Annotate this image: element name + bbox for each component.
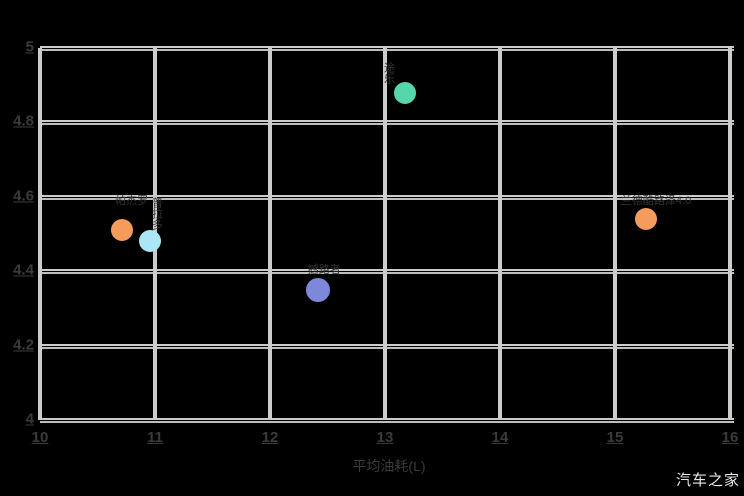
data-point-label: 途乐	[382, 61, 395, 84]
x-axis-title: 平均油耗(L)	[352, 458, 426, 474]
y-tick-label: 4.2	[13, 336, 34, 354]
horizontal-gridline	[40, 194, 734, 200]
horizontal-gridline	[40, 269, 734, 275]
data-point-label: 撼路者	[307, 263, 341, 276]
vertical-gridline	[498, 48, 502, 420]
data-point-bubble[interactable]	[393, 81, 416, 104]
data-point-label: 兰德酷路泽4.0	[620, 195, 692, 208]
x-tick-label: 14	[491, 429, 509, 446]
x-tick-label: 10	[31, 429, 49, 446]
vertical-gridline	[383, 48, 387, 420]
y-tick-label: 4.8	[13, 112, 34, 130]
vertical-gridline	[268, 48, 272, 420]
data-point-bubble[interactable]	[139, 230, 162, 253]
horizontal-gridline	[40, 46, 734, 51]
x-tick-label: 15	[606, 429, 624, 446]
data-point-label: 帕杰罗	[115, 195, 149, 208]
x-tick-label: 11	[147, 429, 163, 446]
data-point-bubble[interactable]	[110, 219, 133, 242]
horizontal-gridline	[40, 343, 734, 349]
horizontal-gridline	[40, 418, 734, 423]
y-tick-label: 4.4	[13, 261, 34, 279]
y-tick-label: 4.6	[13, 187, 34, 205]
watermark-autohome: 汽车之家	[675, 472, 740, 489]
x-tick-label: 12	[261, 429, 279, 446]
vertical-gridline	[38, 48, 42, 420]
data-point-bubble[interactable]	[635, 208, 658, 231]
horizontal-gridline	[40, 120, 734, 126]
data-point-bubble[interactable]	[306, 277, 331, 302]
y-tick-label: 4	[25, 410, 34, 428]
x-tick-label: 13	[376, 429, 394, 446]
y-tick-label: 5	[25, 38, 34, 56]
vertical-gridline	[613, 48, 617, 420]
vertical-gridline	[728, 48, 732, 420]
data-point-label: 普拉多	[150, 197, 163, 231]
x-tick-label: 16	[721, 429, 739, 446]
